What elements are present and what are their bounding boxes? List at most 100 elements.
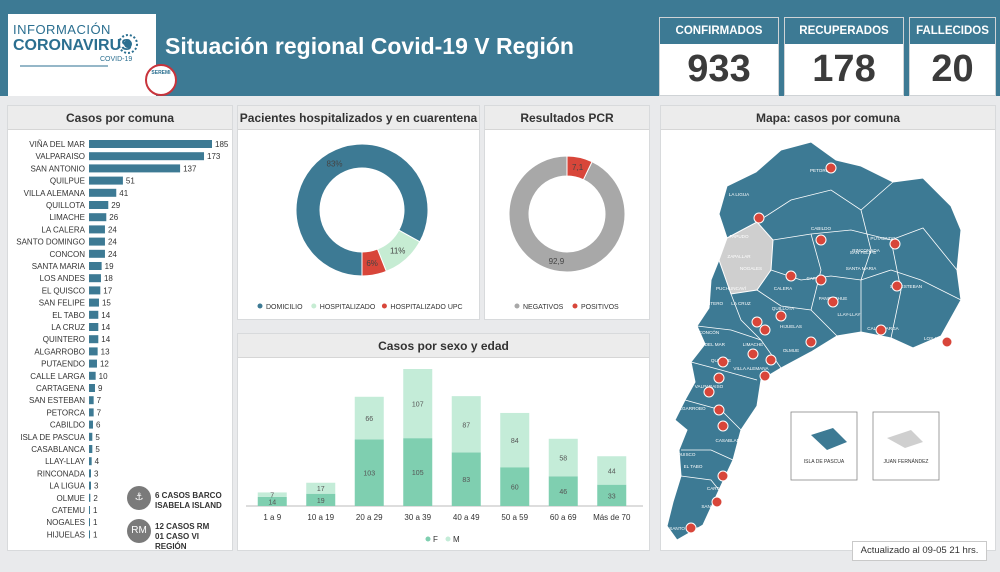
map-place-label: LLAY-LLAY — [838, 312, 861, 317]
bar-value: 44 — [608, 468, 616, 475]
isla-pascua-shape — [811, 428, 847, 450]
map-case-marker — [711, 496, 723, 508]
map-place-label: EL TABO — [684, 464, 703, 469]
panel-pcr: Resultados PCR 92,9 7,1 NEGATIVOS POSITIVOS — [484, 105, 650, 320]
comuna-value: 13 — [101, 347, 110, 356]
bar-f — [451, 452, 481, 506]
comuna-bar — [89, 396, 94, 405]
slice-positivos — [566, 155, 593, 181]
comuna-label: VILLA ALEMANA — [24, 189, 86, 198]
map-place-label: PUTAENDO — [870, 236, 896, 241]
comuna-value: 51 — [126, 177, 135, 186]
bar-value: 83 — [462, 477, 470, 484]
comuna-bar — [89, 152, 205, 161]
comuna-label: LIMACHE — [49, 213, 85, 222]
comuna-label: QUILLOTA — [46, 201, 86, 210]
bar-value: 60 — [511, 485, 519, 492]
map-place-label: LA CRUZ — [731, 301, 751, 306]
page-title: Situación regional Covid-19 V Región — [165, 33, 574, 59]
comuna-value: 24 — [108, 238, 117, 247]
comuna-bar — [89, 323, 99, 331]
seremi-seal-text: SEREMI — [151, 70, 171, 76]
map-place-label: OLMUE — [783, 348, 799, 353]
map-case-marker — [751, 316, 763, 328]
comuna-label: EL QUISCO — [42, 286, 85, 295]
kpi-recuperados: RECUPERADOS 178 — [784, 17, 904, 96]
map-place-label: QUILLOTA — [772, 306, 795, 311]
comuna-value: 137 — [183, 164, 197, 173]
map-case-marker — [717, 356, 729, 368]
comuna-bar — [89, 469, 91, 478]
map-place-label: VIÑA DEL MAR — [693, 341, 726, 347]
map-place-label: CABILDO — [811, 226, 832, 231]
bar-value: 87 — [462, 422, 470, 429]
bar-value: 105 — [412, 470, 424, 477]
map-zapallar-papudo — [718, 221, 774, 295]
map-case-marker — [759, 324, 771, 336]
comuna-value: 5 — [95, 445, 100, 454]
kpi-value: 933 — [687, 48, 751, 90]
panel-sexo-edad: Casos por sexo y edad 14 7 1 a 9 19 17 10 a 1… — [237, 333, 650, 551]
comuna-bar — [89, 530, 90, 539]
note-line: 01 CASO VI REGIÓN — [155, 532, 200, 551]
bar-m — [597, 456, 627, 485]
comuna-bar — [89, 347, 98, 356]
map-place-label: CALERA — [774, 286, 793, 291]
comuna-label: CARTAGENA — [36, 384, 86, 393]
barco-note: 6 CASOS BARCO ISABELA ISLAND — [155, 491, 222, 511]
map-place-label: VILLA ALEMANA — [733, 366, 769, 371]
bar-f — [354, 439, 384, 506]
comuna-bar — [89, 213, 107, 222]
logo-line-3: COVID-19 — [100, 56, 133, 63]
comuna-value: 24 — [108, 250, 117, 259]
legend-swatch — [257, 303, 263, 309]
map-place-label: QUINTERO — [699, 301, 724, 306]
comuna-bar — [89, 176, 123, 185]
comuna-label: HIJUELAS — [47, 530, 85, 539]
comuna-label: VALPARAISO — [36, 152, 86, 161]
map-case-marker — [775, 310, 787, 322]
map-place-label: EL QUISCO — [671, 452, 696, 457]
legend-label: NEGATIVOS — [523, 304, 564, 311]
comuna-bar — [89, 420, 93, 429]
comuna-label: QUINTERO — [43, 335, 85, 344]
note-line: 12 CASOS RM — [155, 522, 210, 531]
sexo-edad-chart: 147 1 a 9 19 17 10 a 19 103 66 20 a 29 105 107 30 … — [246, 369, 643, 544]
comuna-label: ISLA DE PASCUA — [20, 433, 85, 442]
map-place-label: SAN ESTEBAN — [890, 284, 922, 289]
bar-value: 14 — [268, 499, 276, 506]
bar-value: 107 — [412, 402, 424, 409]
legend-label: HOSPITALIZADO — [320, 304, 376, 311]
region-map: ISLA DE PASCUA JUAN FERNÁNDEZ PETORCA LA … — [666, 141, 962, 541]
comuna-label: SANTO DOMINGO — [16, 238, 85, 247]
bar-value: 19 — [317, 498, 325, 505]
comuna-bar — [89, 237, 105, 246]
legend-swatch — [311, 303, 317, 309]
bar-value: 7 — [270, 493, 274, 500]
map-case-marker — [875, 324, 887, 336]
map-place-label: PETORCA — [810, 168, 833, 173]
comuna-bar — [89, 225, 105, 234]
map-place-label: CONCÓN — [699, 329, 719, 335]
bar-value: 46 — [559, 489, 567, 496]
comuna-value: 1 — [93, 506, 98, 515]
x-tick-label: 1 a 9 — [263, 513, 281, 522]
comuna-bar — [89, 457, 92, 466]
slice-negativos — [508, 155, 626, 273]
comuna-bar — [89, 201, 109, 209]
map-place-label: CASABLANCA — [716, 438, 748, 443]
comuna-label: ALGARROBO — [34, 347, 85, 356]
kpi-value: 20 — [931, 48, 974, 90]
map-case-marker — [747, 348, 759, 360]
comuna-value: 173 — [207, 152, 221, 161]
comuna-label: CASABLANCA — [31, 445, 85, 454]
map-case-marker — [891, 280, 903, 292]
comuna-value: 7 — [97, 408, 102, 417]
legend-swatch — [445, 536, 451, 542]
comuna-label: PETORCA — [46, 408, 85, 417]
legend-label: HOSPITALIZADO UPC — [390, 304, 462, 311]
comuna-bar — [89, 335, 99, 344]
comuna-bar — [89, 384, 95, 392]
comuna-label: SAN ESTEBAN — [29, 396, 85, 405]
